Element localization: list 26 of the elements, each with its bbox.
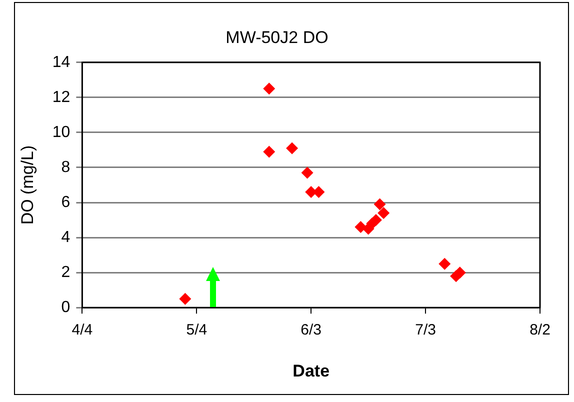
point bbox=[454, 266, 466, 279]
y-tick-label: 8 bbox=[61, 158, 70, 176]
point bbox=[179, 292, 192, 305]
point bbox=[354, 221, 367, 234]
y-tick-label: 10 bbox=[52, 124, 70, 141]
y-axis-title: DO (mg/L) bbox=[18, 145, 37, 225]
y-tick-label: 0 bbox=[61, 299, 70, 316]
x-tick-label: 4/4 bbox=[72, 322, 93, 339]
y-tick-label: 12 bbox=[52, 88, 70, 106]
point bbox=[301, 166, 314, 179]
x-tick-label: 5/4 bbox=[186, 322, 208, 339]
x-tick-label: 7/3 bbox=[415, 322, 436, 339]
y-tick-label: 2 bbox=[61, 264, 70, 281]
point bbox=[263, 82, 276, 95]
point bbox=[378, 207, 390, 220]
x-tick-label: 8/2 bbox=[530, 322, 550, 339]
point bbox=[438, 258, 451, 270]
point bbox=[374, 198, 386, 210]
chart-title: MW-50J2 DO bbox=[226, 28, 328, 47]
x-tick-label: 6/3 bbox=[300, 322, 322, 339]
x-axis-title: Date bbox=[292, 361, 330, 380]
y-tick-label: 4 bbox=[61, 228, 70, 246]
point bbox=[286, 142, 298, 154]
y-tick-label: 14 bbox=[52, 54, 70, 71]
y-tick-label: 6 bbox=[61, 194, 70, 211]
point bbox=[263, 146, 276, 158]
